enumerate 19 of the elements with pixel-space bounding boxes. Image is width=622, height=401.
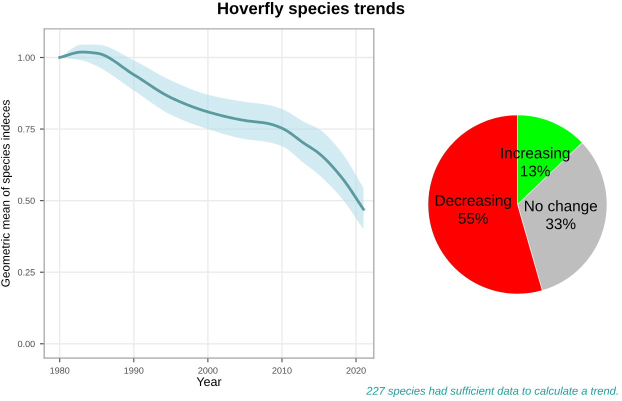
y-axis-title: Geometric mean of species indeces	[1, 100, 12, 287]
text: 227 species had sufficient data to calculate a trend.	[366, 386, 618, 397]
data-label: 33%	[546, 218, 576, 230]
x-tick-label: 2000	[198, 367, 218, 374]
data-label: 55%	[458, 213, 488, 224]
x-tick-label: 2020	[346, 367, 366, 374]
y-tick-label: 0.50	[18, 198, 35, 204]
x-tick-label: 1990	[124, 367, 144, 374]
y-tick-label: 0.75	[18, 126, 35, 132]
y-tick-label: 0.00	[18, 340, 35, 348]
slice-label: Decreasing	[436, 194, 511, 209]
slice-label: No change	[525, 200, 598, 214]
y-tick-label: 1.00	[18, 54, 35, 61]
x-tick-label: 1980	[50, 367, 70, 374]
x-axis-title: Year	[196, 377, 222, 386]
chart-title: Hoverfly species trends	[218, 2, 404, 18]
x-tick-label: 2010	[272, 367, 292, 374]
data-label: 13%	[521, 166, 550, 176]
y-tick-label: 0.25	[18, 269, 35, 276]
